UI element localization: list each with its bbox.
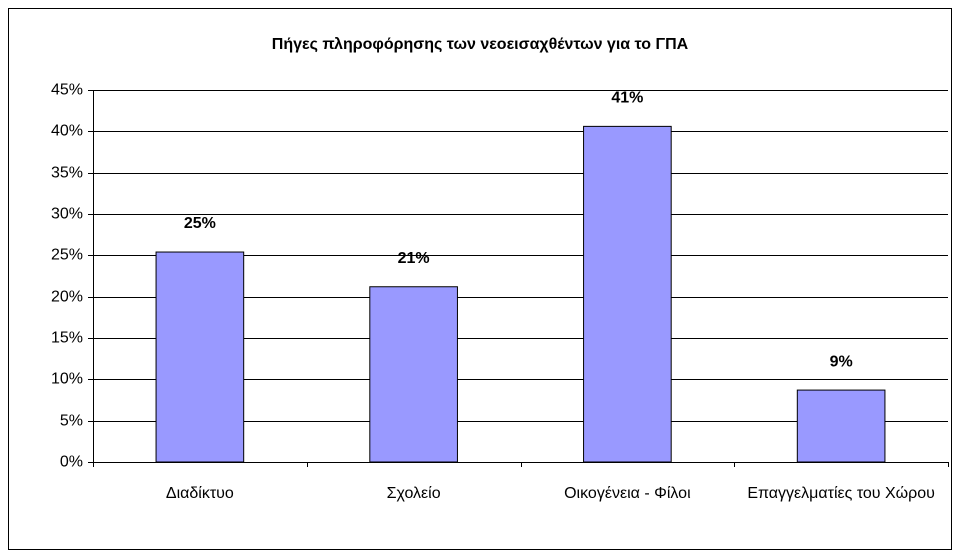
y-tick-label: 35% <box>51 165 83 182</box>
data-label: 25% <box>184 215 216 232</box>
x-tick-label: Διαδίκτυο <box>166 485 234 502</box>
data-label: 41% <box>611 90 643 107</box>
y-tick-label: 10% <box>51 371 83 388</box>
y-tick-label: 0% <box>60 454 83 471</box>
bar <box>369 286 458 463</box>
y-tick-label: 20% <box>51 289 83 306</box>
y-tick-label: 5% <box>60 413 83 430</box>
y-tick-label: 40% <box>51 123 83 140</box>
chart-frame <box>8 8 952 550</box>
x-tick-label: Οικογένεια - Φίλοι <box>564 485 691 502</box>
bar <box>583 125 672 463</box>
y-tick-label: 25% <box>51 247 83 264</box>
chart-title: Πήγες πληροφόρησης των νεοεισαχθέντων γι… <box>272 36 689 53</box>
data-label: 9% <box>830 353 853 370</box>
y-tick-label: 15% <box>51 330 83 347</box>
bar <box>155 251 245 463</box>
y-tick-label: 30% <box>51 206 83 223</box>
bar <box>796 389 886 463</box>
x-tick-label: Σχολείο <box>387 485 441 502</box>
x-tick-label: Επαγγελματίες του Χώρου <box>747 485 935 502</box>
data-label: 21% <box>398 250 430 267</box>
y-tick-label: 45% <box>51 82 83 99</box>
